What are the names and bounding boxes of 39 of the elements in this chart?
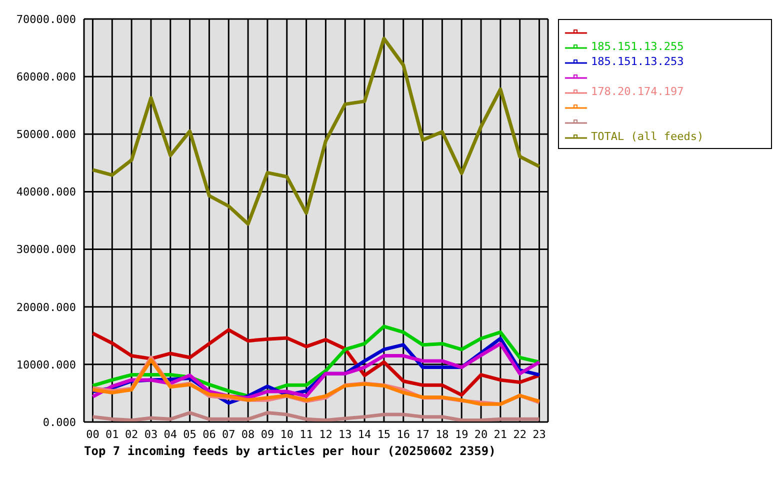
x-tick-label: 20 [474,428,488,441]
y-tick-label: 30000.000 [16,243,76,256]
x-tick-label: 14 [358,428,372,441]
x-tick-label: 23 [532,428,546,441]
x-tick-label: 02 [124,428,138,441]
x-tick-label: 11 [300,428,313,441]
text: Top 7 incoming feeds by articles per hour (20250602 2359) [84,444,496,458]
legend-label: 185.151.13.253 [591,55,684,68]
x-tick-label: 03 [144,428,158,441]
x-tick-label: 07 [222,428,236,441]
y-tick-label: 0.000 [42,416,76,429]
y-tick-label: 70000.000 [16,12,76,26]
x-tick-label: 15 [377,428,391,441]
x-tick-label: 06 [202,428,216,441]
x-tick-label: 22 [513,428,526,441]
x-tick-label: 16 [396,428,410,441]
x-tick-label: 00 [86,428,100,441]
x-tick-label: 01 [106,428,119,441]
line-series [90,411,542,422]
x-tick-label: 08 [241,428,255,441]
legend-label: 178.20.174.197 [591,85,684,98]
x-tick-label: 05 [183,428,196,441]
y-tick-label: 50000.000 [16,128,76,142]
x-tick-label: 13 [338,428,352,441]
x-tick-label: 12 [319,428,332,441]
y-tick-label: 20000.000 [16,300,76,314]
y-tick-label: 60000.000 [16,70,76,84]
y-tick-label: 40000.000 [16,186,76,199]
legend-label: TOTAL (all feeds) [591,130,704,143]
legend-label: 185.151.13.255 [591,40,684,53]
x-tick-label: 17 [416,428,430,441]
line-series [90,36,542,226]
y-tick-label: 10000.000 [16,358,76,372]
x-tick-label: 18 [436,428,449,441]
x-tick-label: 10 [280,428,294,441]
x-tick-label: 09 [260,428,274,441]
x-tick-label: 21 [494,428,508,441]
x-tick-label: 04 [164,428,178,441]
x-tick-label: 19 [454,428,468,441]
